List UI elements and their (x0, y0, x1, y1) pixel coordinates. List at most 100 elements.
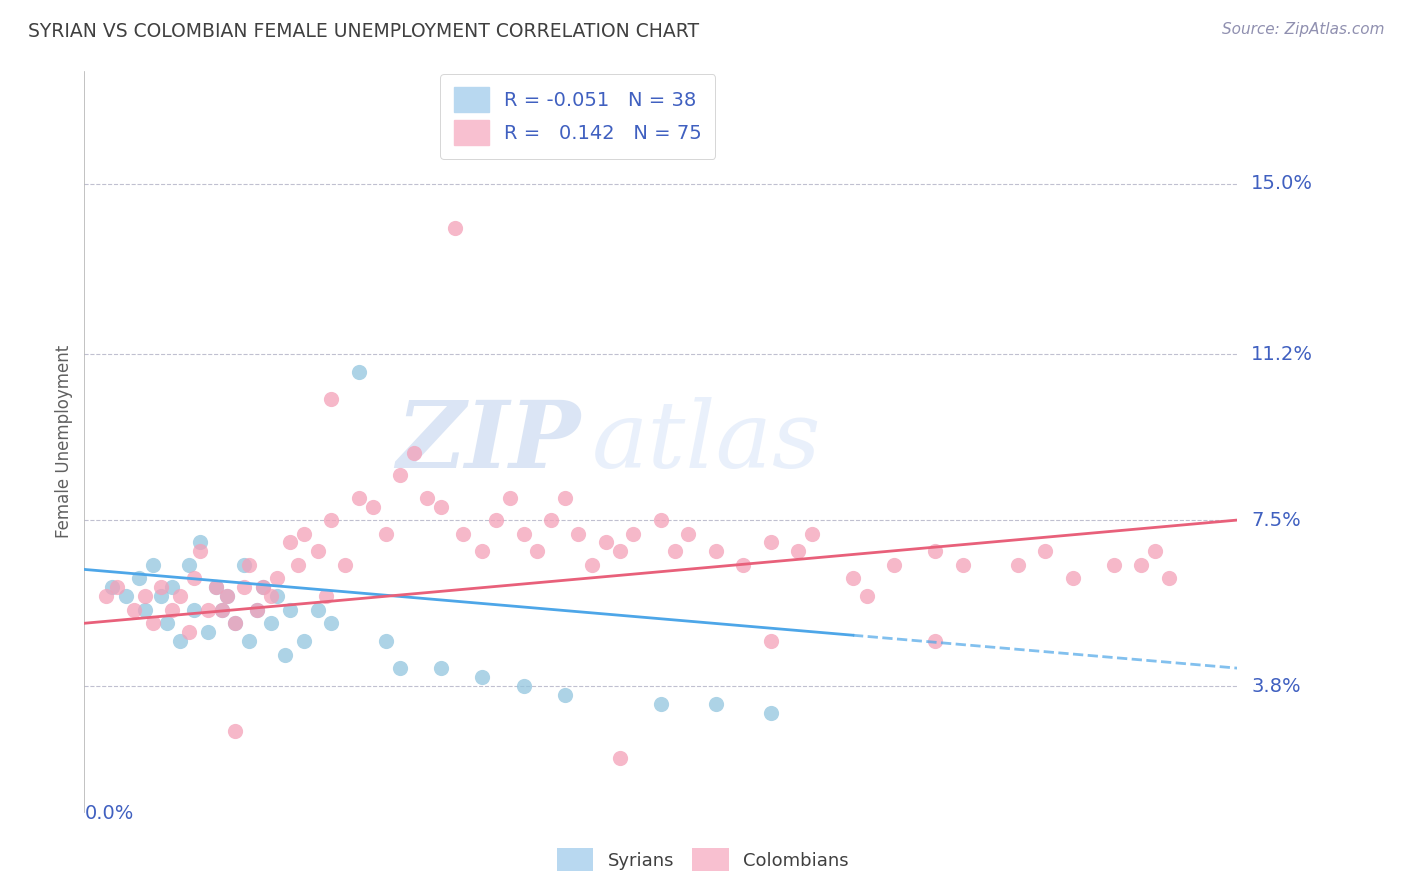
Text: 15.0%: 15.0% (1251, 174, 1313, 193)
Point (211, 603, 233, 617)
Point (361, 500, 384, 514)
Point (232, 580, 254, 594)
Point (188, 544, 211, 558)
Point (252, 580, 274, 594)
Point (114, 590, 136, 604)
Point (266, 590, 288, 604)
Legend: R = -0.051   N = 38, R =   0.142   N = 75: R = -0.051 N = 38, R = 0.142 N = 75 (440, 74, 716, 159)
Point (650, 513, 672, 527)
Point (952, 558, 974, 572)
Point (540, 513, 562, 527)
Point (315, 590, 337, 604)
Point (924, 634, 946, 648)
Point (197, 603, 219, 617)
Text: 3.8%: 3.8% (1251, 677, 1301, 696)
Point (266, 571, 288, 585)
Point (122, 603, 145, 617)
Point (188, 535, 211, 549)
Point (246, 603, 269, 617)
Point (499, 491, 522, 505)
Point (526, 544, 548, 558)
Point (96, 590, 118, 604)
Point (260, 590, 283, 604)
Point (704, 544, 727, 558)
Point (1130, 558, 1153, 572)
Point (512, 526, 534, 541)
Point (307, 544, 329, 558)
Text: 0.0%: 0.0% (84, 805, 134, 823)
Point (430, 661, 453, 675)
Point (375, 526, 398, 541)
Point (205, 580, 228, 594)
Text: 11.2%: 11.2% (1251, 344, 1313, 364)
Point (704, 697, 727, 711)
Point (307, 603, 329, 617)
Point (451, 526, 474, 541)
Point (238, 558, 260, 572)
Point (321, 616, 343, 631)
Point (169, 590, 191, 604)
Text: Source: ZipAtlas.com: Source: ZipAtlas.com (1222, 22, 1385, 37)
Point (232, 558, 254, 572)
Point (1143, 544, 1166, 558)
Point (567, 526, 589, 541)
Point (128, 571, 150, 585)
Point (134, 603, 156, 617)
Point (787, 544, 810, 558)
Point (142, 616, 165, 631)
Point (238, 634, 260, 648)
Point (650, 697, 672, 711)
Point (1007, 558, 1029, 572)
Point (287, 558, 309, 572)
Point (347, 365, 370, 379)
Point (150, 590, 173, 604)
Point (389, 468, 412, 483)
Point (150, 580, 173, 594)
Point (883, 558, 905, 572)
Text: 7.5%: 7.5% (1251, 510, 1301, 530)
Point (156, 616, 179, 631)
Point (609, 544, 631, 558)
Point (430, 500, 453, 514)
Point (1102, 558, 1125, 572)
Point (389, 661, 412, 675)
Point (160, 580, 183, 594)
Point (183, 603, 205, 617)
Point (211, 603, 233, 617)
Point (347, 491, 370, 505)
Point (842, 571, 865, 585)
Point (177, 625, 200, 640)
Point (554, 491, 576, 505)
Point (1033, 544, 1056, 558)
Point (260, 616, 283, 631)
Point (471, 670, 494, 684)
Point (664, 544, 686, 558)
Y-axis label: Female Unemployment: Female Unemployment (55, 345, 73, 538)
Point (855, 590, 877, 604)
Legend: Syrians, Colombians: Syrians, Colombians (550, 841, 856, 879)
Point (759, 634, 782, 648)
Text: SYRIAN VS COLOMBIAN FEMALE UNEMPLOYMENT CORRELATION CHART: SYRIAN VS COLOMBIAN FEMALE UNEMPLOYMENT … (28, 22, 699, 41)
Point (205, 580, 228, 594)
Point (134, 590, 156, 604)
Point (800, 526, 823, 541)
Point (169, 634, 191, 648)
Point (274, 648, 297, 662)
Point (177, 558, 200, 572)
Point (1062, 571, 1084, 585)
Point (678, 526, 700, 541)
Point (278, 603, 301, 617)
Point (609, 751, 631, 765)
Point (512, 679, 534, 693)
Point (333, 558, 356, 572)
Point (292, 634, 315, 648)
Point (246, 603, 269, 617)
Point (485, 513, 508, 527)
Point (252, 580, 274, 594)
Point (292, 526, 315, 541)
Point (759, 535, 782, 549)
Point (142, 558, 165, 572)
Point (321, 392, 343, 406)
Point (1157, 571, 1180, 585)
Point (733, 558, 755, 572)
